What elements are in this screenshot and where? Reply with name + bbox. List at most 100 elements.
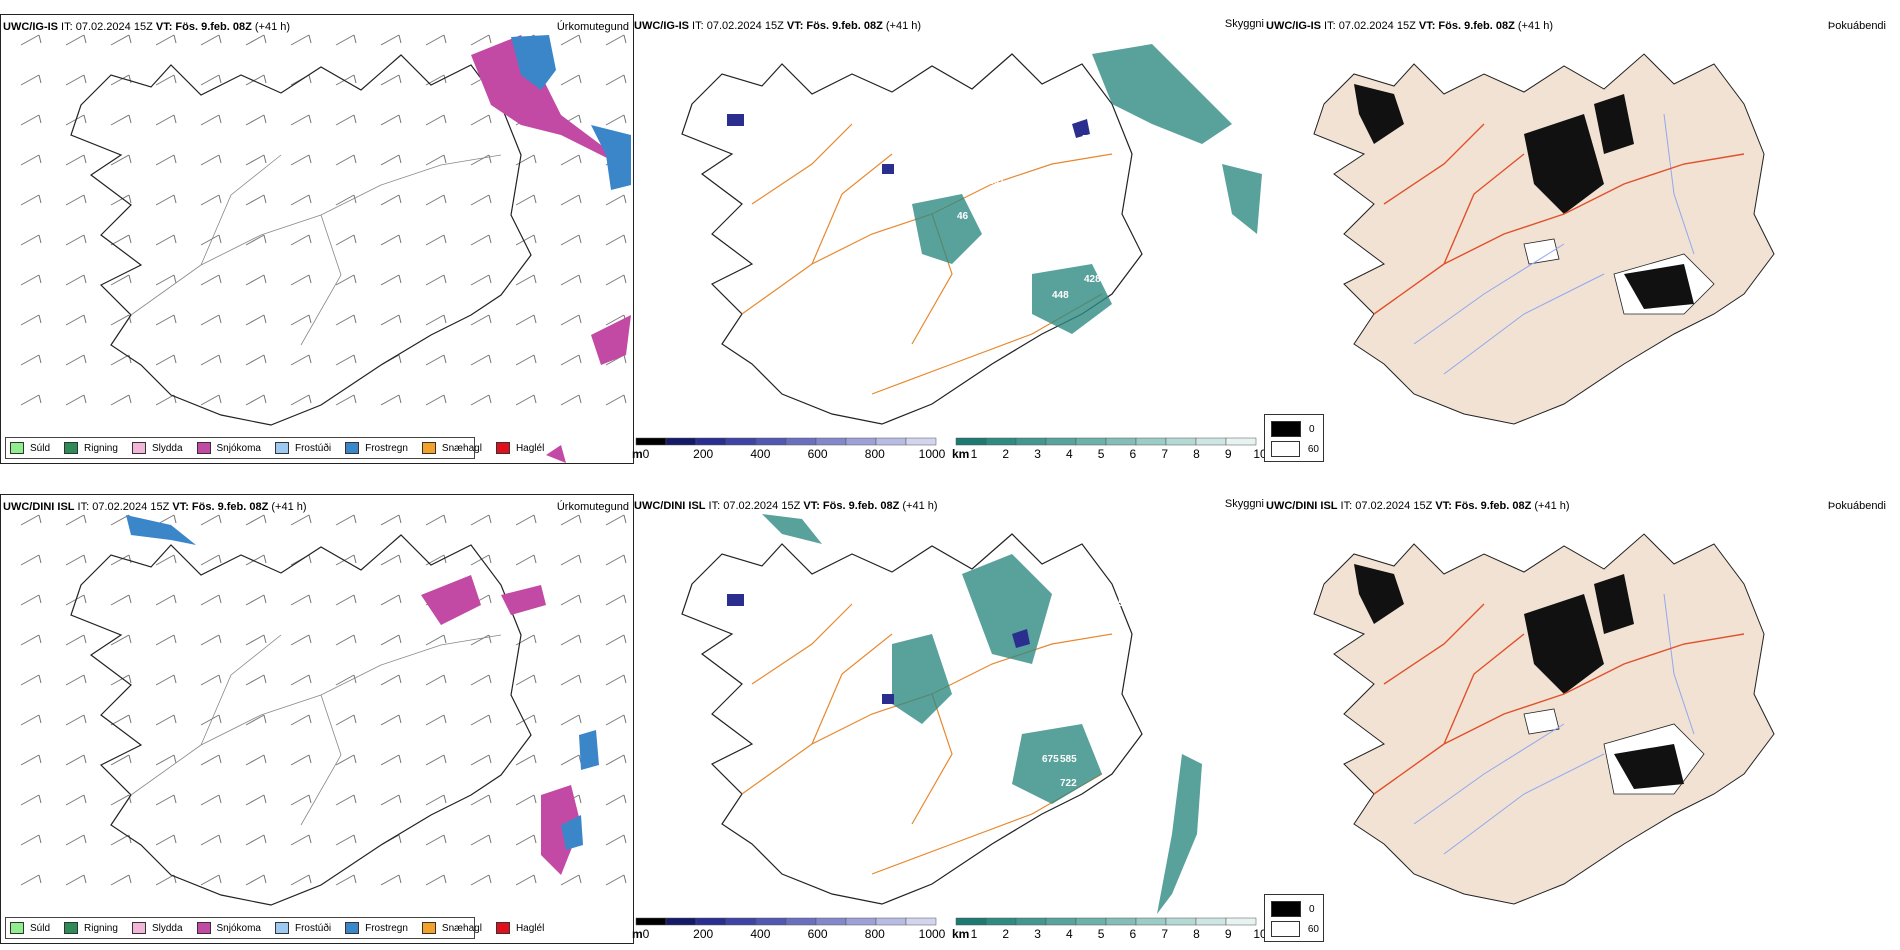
- wind-barb: [290, 194, 310, 206]
- colorbar-cell: [1225, 437, 1257, 446]
- wind-barb: [173, 514, 177, 524]
- wind-barb: [308, 314, 312, 324]
- wind-barb: [488, 674, 492, 684]
- wind-barb: [128, 594, 132, 604]
- wind-barb: [200, 594, 220, 606]
- vis-value-label: 50: [1112, 701, 1124, 712]
- wind-barb: [623, 754, 627, 764]
- wind-barb: [128, 354, 132, 364]
- wind-barb: [290, 834, 310, 846]
- wind-barb: [65, 314, 85, 326]
- wind-barb: [155, 594, 175, 606]
- colorbar-cell: [1105, 917, 1137, 926]
- legend-label: Haglél: [515, 442, 545, 454]
- colorbar-tick: 800: [865, 447, 885, 461]
- wind-barb: [443, 394, 447, 404]
- wind-barb: [398, 834, 402, 844]
- wind-barb: [110, 514, 130, 526]
- colorbar-cell: [665, 437, 697, 446]
- wind-barb: [623, 274, 627, 284]
- wind-barb: [245, 394, 265, 406]
- wind-barb: [110, 834, 130, 846]
- wind-barb: [578, 514, 582, 524]
- wind-barb: [488, 194, 492, 204]
- wind-barb: [263, 634, 267, 644]
- wind-barb: [65, 74, 85, 86]
- wind-barb: [605, 874, 625, 886]
- wind-barb: [623, 714, 627, 724]
- wind-barb: [425, 634, 445, 646]
- wind-barb: [353, 74, 357, 84]
- wind-barb: [623, 794, 627, 804]
- wind-barb: [560, 394, 580, 406]
- colorbar-cell: [1075, 917, 1107, 926]
- wind-barb: [245, 554, 265, 566]
- wind-barb: [110, 114, 130, 126]
- wind-barb: [623, 354, 627, 364]
- legend-swatch: [421, 442, 436, 454]
- wind-barb: [263, 874, 267, 884]
- colorbar-cell: [1135, 437, 1167, 446]
- wind-barb: [470, 34, 490, 46]
- wind-barb: [470, 194, 490, 206]
- colorbar-cell: [875, 917, 907, 926]
- wind-barb: [245, 714, 265, 726]
- colorbar-cell: [905, 437, 937, 446]
- wind-barb: [560, 634, 580, 646]
- vis-value-label: 675: [1042, 754, 1059, 765]
- wind-barb: [200, 114, 220, 126]
- wind-barb: [128, 674, 132, 684]
- wind-barb: [65, 714, 85, 726]
- colorbar-cell: [1015, 437, 1047, 446]
- wind-barb: [173, 314, 177, 324]
- wind-barb: [263, 354, 267, 364]
- wind-barb: [623, 74, 627, 84]
- wind-barb: [38, 514, 42, 524]
- wind-barb: [335, 514, 355, 526]
- wind-barb: [128, 634, 132, 644]
- vis-value-label: 540: [1082, 134, 1099, 145]
- colorbar-tick: 8: [1193, 927, 1200, 941]
- colorbar-unit: km: [952, 927, 969, 941]
- wind-barb: [218, 234, 222, 244]
- wind-barb: [335, 834, 355, 846]
- wind-barb: [200, 634, 220, 646]
- wind-barb: [173, 114, 177, 124]
- wind-barb: [128, 154, 132, 164]
- wind-barb: [425, 34, 445, 46]
- very-low-vis-area: [727, 114, 1090, 174]
- wind-barb: [290, 794, 310, 806]
- wind-barb: [155, 714, 175, 726]
- wind-barb: [398, 314, 402, 324]
- wind-barb: [578, 394, 582, 404]
- wind-barb: [380, 274, 400, 286]
- wind-barb: [353, 794, 357, 804]
- colorbar-tick: 3: [1034, 927, 1041, 941]
- wind-barb: [380, 714, 400, 726]
- roads: [130, 154, 502, 346]
- wind-barb: [380, 674, 400, 686]
- wind-barb: [38, 314, 42, 324]
- wind-barb: [353, 514, 357, 524]
- wind-barb: [218, 314, 222, 324]
- wind-barb: [263, 274, 267, 284]
- wind-barb: [578, 114, 582, 124]
- legend-label: Frostúði: [294, 442, 332, 454]
- wind-barb: [308, 34, 312, 44]
- wind-barb: [425, 354, 445, 366]
- wind-barb: [38, 194, 42, 204]
- wind-barb: [20, 274, 40, 286]
- wind-barb: [155, 754, 175, 766]
- wind-barb: [398, 154, 402, 164]
- vis-value-label: 900: [1024, 214, 1041, 225]
- colorbar-tick: 4: [1066, 447, 1073, 461]
- wind-barb: [83, 674, 87, 684]
- fog-area: [1354, 84, 1694, 309]
- wind-barb: [533, 714, 537, 724]
- wind-barb: [83, 874, 87, 884]
- wind-barb: [353, 874, 357, 884]
- legend-swatch: [10, 922, 24, 934]
- wind-barb: [218, 354, 222, 364]
- wind-barb: [398, 234, 402, 244]
- wind-barb: [560, 714, 580, 726]
